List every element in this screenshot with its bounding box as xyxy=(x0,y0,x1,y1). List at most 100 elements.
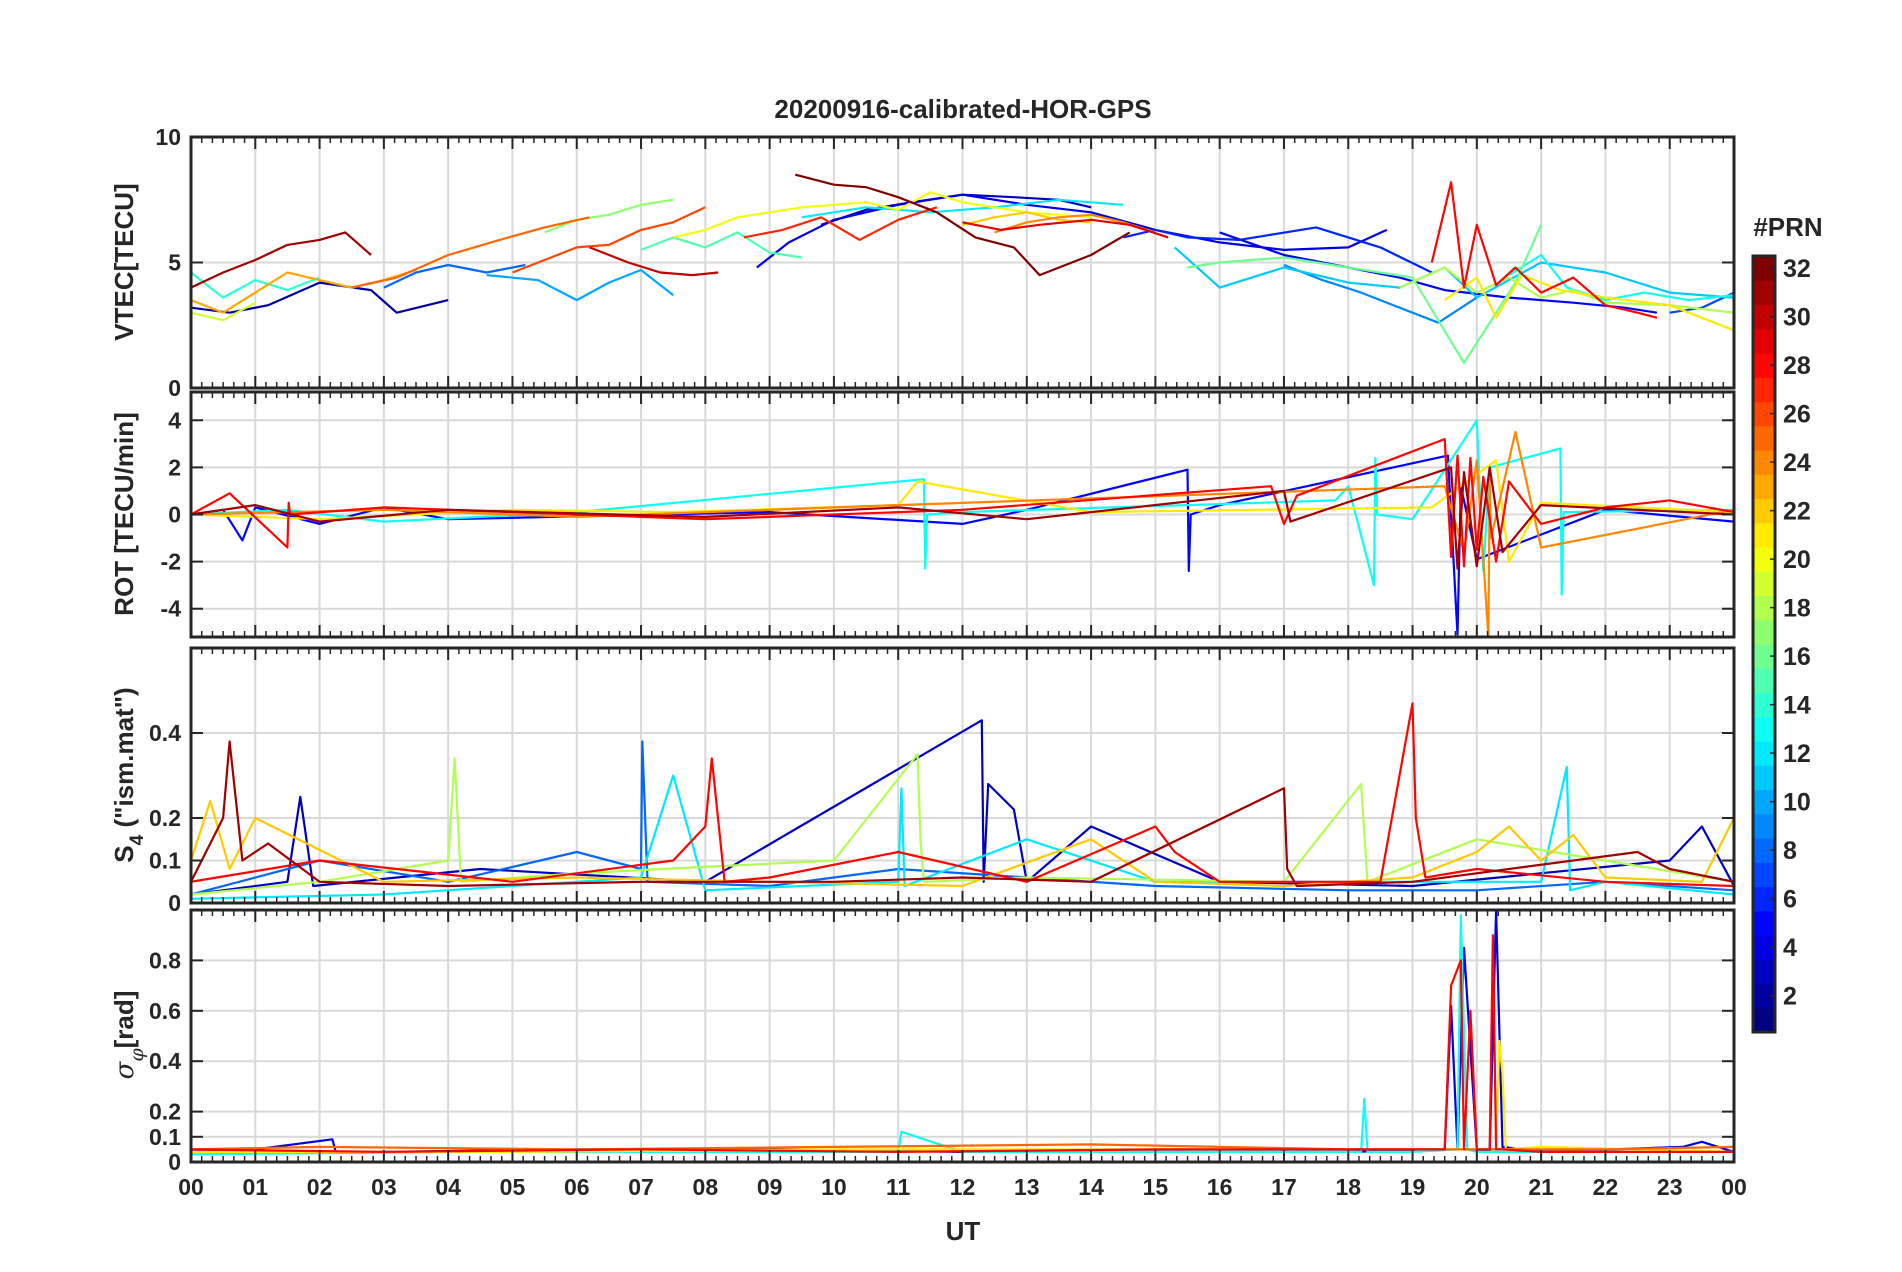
colorbar-band-prn-12 xyxy=(1753,741,1775,766)
x-tick-label: 05 xyxy=(500,1174,526,1200)
colorbar-band-prn-25 xyxy=(1753,425,1775,451)
panel-rot: -4 -2 0 2 4 ROT [TECU/min] xyxy=(109,390,1736,639)
vtec-series-prn-9 xyxy=(1283,263,1478,324)
x-tick-label: 11 xyxy=(886,1174,911,1200)
x-tick-label: 17 xyxy=(1271,1174,1297,1200)
sigphi-series-prn-28 xyxy=(191,934,1734,1154)
x-tick-label: 01 xyxy=(242,1174,268,1200)
vtec-series-prn-32 xyxy=(795,173,1131,277)
colorbar-band-prn-3 xyxy=(1753,959,1775,985)
vtec-series-prn-13 xyxy=(1508,253,1734,302)
s4-series-prn-8 xyxy=(191,740,1734,896)
colorbar-tick-label: 32 xyxy=(1783,255,1811,283)
colorbar-band-prn-32 xyxy=(1753,256,1775,281)
vtec-series-prn-10 xyxy=(486,268,674,302)
x-tick-label: 18 xyxy=(1335,1174,1361,1200)
colorbar-band-prn-28 xyxy=(1753,353,1775,378)
colorbar-tick-label: 8 xyxy=(1783,837,1797,865)
vtec-series xyxy=(191,173,1734,364)
colorbar-band-prn-9 xyxy=(1753,813,1775,839)
sigphi-ytick-label: 0.1 xyxy=(149,1124,181,1150)
x-tick-label: 09 xyxy=(757,1174,783,1200)
vtec-series-prn-2 xyxy=(191,281,449,314)
s4-series-prn-12 xyxy=(191,765,1734,900)
colorbar-tick-label: 30 xyxy=(1783,304,1811,332)
colorbar-band-prn-19 xyxy=(1753,571,1775,597)
colorbar-tick-label: 6 xyxy=(1783,886,1797,914)
x-tick-label: 22 xyxy=(1593,1174,1619,1200)
colorbar-band-prn-23 xyxy=(1753,474,1775,500)
x-tick-label: 00 xyxy=(178,1174,204,1200)
s4-series-prn-31 xyxy=(191,740,1734,888)
x-tick-label: 12 xyxy=(950,1174,976,1200)
vtec-series-prn-25 xyxy=(351,216,590,289)
vtec-grid xyxy=(191,137,1734,388)
sigphi-ytick-label: 0 xyxy=(168,1149,181,1175)
colorbar-tick-label: 28 xyxy=(1783,352,1811,380)
vtec-series-prn-17 xyxy=(544,198,674,234)
x-tick-label: 13 xyxy=(1014,1174,1040,1200)
x-tick-label: 20 xyxy=(1464,1174,1490,1200)
colorbar-band-prn-5 xyxy=(1753,910,1775,936)
vtec-series-prn-26 xyxy=(512,206,706,274)
colorbar-band-prn-1 xyxy=(1753,1007,1775,1033)
rot-series-prn-28 xyxy=(191,438,1734,568)
panel-sigphi: 00.10.2 0.4 0.6 0.8 σφ[rad] xyxy=(109,908,1736,1175)
colorbar-band-prn-10 xyxy=(1753,789,1775,815)
s4-ytick-label: 0.2 xyxy=(149,805,181,831)
s4-series-prn-28 xyxy=(191,702,1734,888)
colorbar-tick-label: 2 xyxy=(1783,983,1797,1011)
x-axis-label: UT xyxy=(946,1216,981,1246)
x-tick-label: 06 xyxy=(564,1174,590,1200)
colorbar-tick-label: 14 xyxy=(1783,692,1811,720)
s4-ticks: 0 0.1 0.2 0.4 xyxy=(149,648,1735,916)
vtec-ticks: 0 5 10 xyxy=(155,124,1735,401)
colorbar-band-prn-11 xyxy=(1753,765,1775,791)
x-tick-label: 16 xyxy=(1207,1174,1233,1200)
colorbar-band-prn-2 xyxy=(1753,983,1775,1009)
sigphi-ytick-label: 0.4 xyxy=(149,1048,181,1074)
x-tick-label: 23 xyxy=(1657,1174,1683,1200)
colorbar-tick-label: 24 xyxy=(1783,449,1811,477)
x-tick-labels: 00 01 02 03 04 05 06 07 08 09 10 11 12 13 14 15 16 17 18 19… xyxy=(178,1174,1747,1200)
vtec-series-prn-21 xyxy=(1444,274,1734,332)
colorbar-band-prn-16 xyxy=(1753,644,1775,669)
vtec-ytick-label: 5 xyxy=(168,250,181,276)
colorbar-band-prn-13 xyxy=(1753,716,1775,742)
rot-series-prn-13 xyxy=(191,419,1734,596)
colorbar-tick-label: 20 xyxy=(1783,546,1811,574)
colorbar-tick-label: 4 xyxy=(1783,934,1797,962)
colorbar-band-prn-17 xyxy=(1753,619,1775,645)
vtec-series-prn-15 xyxy=(640,231,802,259)
vtec-series-prn-30 xyxy=(589,246,719,277)
sigphi-ytick-label: 0.8 xyxy=(149,947,181,973)
vtec-series-prn-28 xyxy=(1430,181,1658,319)
colorbar-box xyxy=(1751,254,1777,1034)
colorbar-bands xyxy=(1753,256,1775,1033)
s4-series-prn-22 xyxy=(191,799,1734,888)
s4-series-prn-3 xyxy=(191,719,1734,896)
vtec-series-prn-27 xyxy=(743,206,938,241)
panel-vtec: 0 5 10 VTEC[TECU] xyxy=(109,124,1736,401)
sigphi-series xyxy=(191,910,1734,1156)
rot-series-prn-31 xyxy=(191,466,1734,570)
vtec-series-prn-8 xyxy=(383,263,526,289)
colorbar-tick-label: 16 xyxy=(1783,643,1811,671)
colorbar-band-prn-8 xyxy=(1753,838,1775,863)
colorbar-tick-label: 12 xyxy=(1783,740,1811,768)
colorbar-band-prn-27 xyxy=(1753,377,1775,403)
colorbar-band-prn-20 xyxy=(1753,547,1775,572)
x-tick-label: 08 xyxy=(693,1174,719,1200)
x-tick-label: 02 xyxy=(307,1174,333,1200)
vtec-ylabel: VTEC[TECU] xyxy=(109,183,139,340)
rot-series xyxy=(191,419,1734,637)
colorbar-tick-label: 18 xyxy=(1783,595,1811,623)
colorbar-band-prn-6 xyxy=(1753,886,1775,912)
rot-ytick-label: -4 xyxy=(161,596,182,622)
vtec-series-prn-29 xyxy=(962,218,1169,239)
colorbar-band-prn-21 xyxy=(1753,522,1775,548)
x-tick-label: 19 xyxy=(1400,1174,1426,1200)
